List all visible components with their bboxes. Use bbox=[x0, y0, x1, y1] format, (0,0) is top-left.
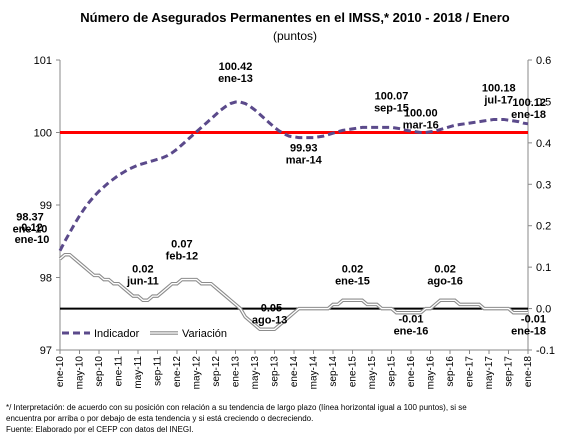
x-tick-label: may-16 bbox=[426, 356, 437, 390]
date-label: ago-16 bbox=[427, 275, 462, 287]
value-label: -0.05 bbox=[257, 302, 282, 314]
x-tick-label: ene-16 bbox=[406, 356, 417, 388]
date-label: ene-10 bbox=[13, 224, 48, 236]
y2-tick-label: 0.4 bbox=[536, 138, 551, 150]
y-tick-label: 100 bbox=[34, 128, 52, 140]
x-tick-label: may-13 bbox=[250, 356, 261, 390]
value-label: 100.07 bbox=[375, 90, 409, 102]
chart-subtitle: (puntos) bbox=[273, 29, 317, 43]
x-tick-label: may-17 bbox=[484, 356, 495, 390]
value-label: -0.01 bbox=[398, 314, 423, 326]
date-label: ene-10 bbox=[15, 234, 50, 246]
chart-title: Número de Asegurados Permanentes en el I… bbox=[80, 10, 509, 25]
footnote: */ Interpretación: de acuerdo con su pos… bbox=[6, 403, 467, 412]
y-tick-label: 101 bbox=[34, 55, 52, 67]
y2-tick-label: 0.6 bbox=[536, 55, 551, 67]
value-label: 100.42 bbox=[219, 61, 253, 73]
x-tick-label: sep-11 bbox=[153, 356, 164, 386]
y2-tick-label: 0.2 bbox=[536, 221, 551, 233]
series-line bbox=[58, 100, 529, 252]
date-label: jul-17 bbox=[483, 94, 513, 106]
date-label: feb-12 bbox=[166, 251, 198, 263]
y-tick-label: 99 bbox=[40, 200, 52, 212]
date-label: ene-13 bbox=[218, 73, 253, 85]
x-tick-label: sep-14 bbox=[328, 356, 339, 387]
y-tick-label: 97 bbox=[40, 345, 52, 357]
x-tick-label: may-15 bbox=[367, 356, 378, 390]
date-label: ene-15 bbox=[335, 275, 370, 287]
x-tick-label: may-14 bbox=[309, 356, 320, 390]
date-label: ene-18 bbox=[511, 326, 546, 338]
value-label: 100.12 bbox=[512, 97, 546, 109]
date-label: jun-11 bbox=[126, 275, 159, 287]
value-label: 0.07 bbox=[171, 239, 192, 251]
y2-tick-label: 0.0 bbox=[536, 304, 551, 316]
x-tick-label: may-12 bbox=[192, 356, 203, 390]
date-label: sep-15 bbox=[374, 102, 409, 114]
y2-tick-label: 0.1 bbox=[536, 262, 551, 274]
value-label: -0.01 bbox=[521, 314, 546, 326]
x-tick-label: sep-10 bbox=[94, 356, 105, 387]
value-label: 98.37 bbox=[16, 212, 44, 224]
value-label: 0.02 bbox=[132, 263, 153, 275]
legend-label: Variación bbox=[182, 328, 227, 340]
y2-tick-label: 0.3 bbox=[536, 179, 551, 191]
x-tick-label: ene-14 bbox=[289, 356, 300, 388]
date-label: mar-14 bbox=[286, 155, 323, 167]
x-tick-label: ene-11 bbox=[114, 356, 125, 387]
x-tick-label: ene-12 bbox=[172, 356, 183, 388]
date-label: ene-16 bbox=[394, 326, 429, 338]
value-label: 0.02 bbox=[342, 263, 363, 275]
footnote: encuentra por arriba o por debajo de est… bbox=[6, 414, 313, 423]
legend-label: Indicador bbox=[94, 328, 140, 340]
date-label: ago-13 bbox=[252, 314, 287, 326]
x-tick-label: may-10 bbox=[75, 356, 86, 390]
x-tick-label: sep-17 bbox=[504, 356, 515, 387]
x-tick-label: sep-12 bbox=[211, 356, 222, 387]
y2-tick-label: -0.1 bbox=[536, 345, 555, 357]
value-label: 100.00 bbox=[404, 108, 438, 120]
x-tick-label: sep-15 bbox=[387, 356, 398, 387]
y2-tick-label: 0.5 bbox=[536, 96, 551, 108]
series-line bbox=[58, 252, 528, 332]
y-tick-label: 98 bbox=[40, 273, 52, 285]
date-label: ene-18 bbox=[511, 109, 546, 121]
x-tick-label: ene-13 bbox=[231, 356, 242, 388]
x-tick-label: sep-16 bbox=[445, 356, 456, 387]
series-line-inner bbox=[59, 254, 528, 330]
value-label: 0.12 bbox=[21, 222, 42, 234]
value-label: 99.93 bbox=[290, 143, 318, 155]
x-tick-label: may-11 bbox=[133, 356, 144, 389]
x-tick-label: ene-18 bbox=[523, 356, 534, 388]
footnote: Fuente: Elaborado por el CEFP con datos … bbox=[6, 425, 194, 434]
x-tick-label: ene-10 bbox=[55, 356, 66, 388]
x-tick-label: ene-15 bbox=[348, 356, 359, 388]
value-label: 0.02 bbox=[434, 263, 455, 275]
value-label: 100.18 bbox=[482, 82, 516, 94]
date-label: mar-16 bbox=[403, 120, 439, 132]
x-tick-label: ene-17 bbox=[465, 356, 476, 388]
x-tick-label: sep-13 bbox=[270, 356, 281, 387]
